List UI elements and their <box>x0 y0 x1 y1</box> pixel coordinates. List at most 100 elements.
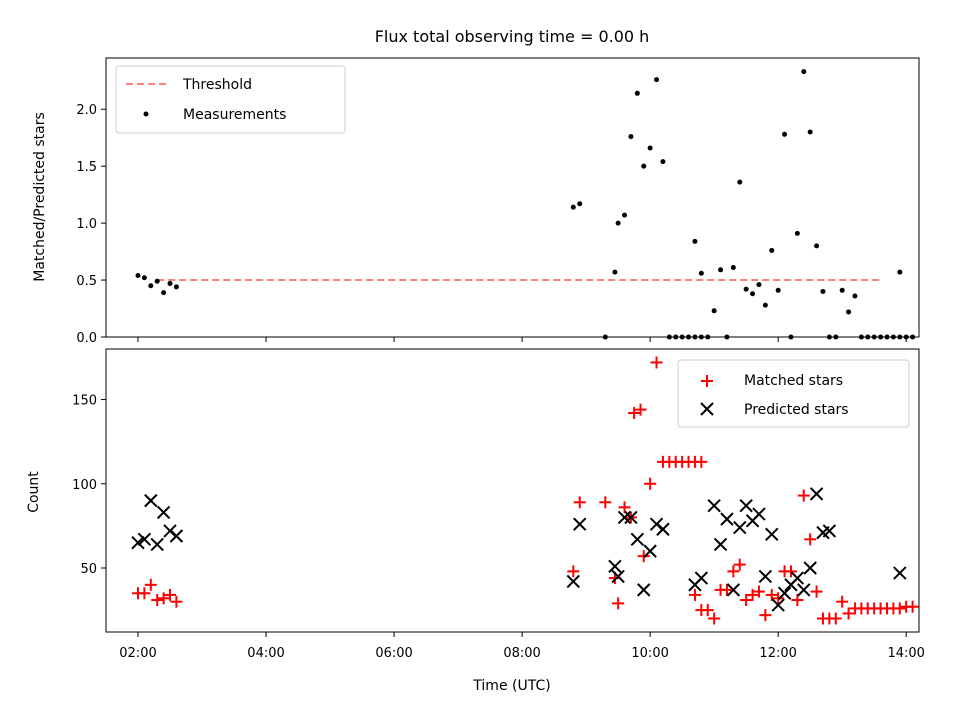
matched-star-point <box>567 565 580 578</box>
measurement-point <box>903 334 909 340</box>
measurement-point <box>654 77 660 83</box>
measurement-point <box>647 145 653 151</box>
top-axes-frame <box>105 57 920 338</box>
bottom-axes-frame <box>105 348 920 633</box>
matched-star-point <box>151 593 164 606</box>
measurement-point <box>762 302 768 308</box>
measurement-point <box>750 291 756 297</box>
matched-star-point <box>906 600 919 613</box>
measurement-point <box>865 334 871 340</box>
measurement-point <box>897 269 903 275</box>
predicted-star-point <box>752 507 766 521</box>
measurement-point <box>570 204 576 210</box>
matched-star-point <box>157 592 170 605</box>
predicted-star-point <box>624 510 638 525</box>
matched-star-point <box>708 612 721 625</box>
measurement-point <box>807 129 813 135</box>
top-y-tick-label: 1.5 <box>76 160 97 175</box>
measurement-point <box>705 334 711 340</box>
matched-star-point <box>138 587 151 600</box>
matched-star-point <box>144 578 157 591</box>
measurement-point <box>673 334 679 340</box>
measurement-point <box>711 308 717 314</box>
matched-star-point <box>727 565 740 578</box>
bottom-x-tick-label: 04:00 <box>247 646 284 661</box>
measurement-point <box>897 334 903 340</box>
measurement-point <box>788 334 794 340</box>
measurement-point <box>622 212 628 218</box>
predicted-star-point <box>611 569 625 584</box>
bottom-x-tick-label: 08:00 <box>503 646 540 661</box>
measurement-point <box>698 270 704 276</box>
measurement-point <box>602 334 608 340</box>
matched-star-point <box>733 558 746 571</box>
matched-star-point <box>618 501 631 514</box>
predicted-star-point <box>643 544 657 558</box>
predicted-star-point <box>656 522 670 536</box>
matched-star-point <box>170 595 183 608</box>
top-y-tick-label: 1.0 <box>76 217 97 232</box>
matched-star-point <box>836 595 849 608</box>
top-plot-area: 0.0 0.5 1.0 1.5 2.0 <box>76 57 920 346</box>
matched-star-point <box>810 585 823 598</box>
matched-star-point <box>695 455 708 468</box>
matched-star-point <box>791 593 804 606</box>
matched-star-point <box>644 477 657 490</box>
legend-measurement-label: Measurements <box>183 107 286 123</box>
measurement-point <box>135 273 141 279</box>
top-legend-frame <box>115 65 346 134</box>
measurement-point <box>698 334 704 340</box>
bottom-x-tick-label: 14:00 <box>887 646 924 661</box>
predicted-star-point <box>713 537 728 552</box>
measurement-point <box>641 163 647 169</box>
predicted-star-point <box>573 517 587 531</box>
bottom-x-tick-label: 12:00 <box>759 646 796 661</box>
measurement-point <box>794 230 800 236</box>
predicted-star-point <box>144 493 158 508</box>
measurement-point <box>756 282 762 288</box>
predicted-star-point <box>150 537 164 552</box>
measurement-point <box>718 267 724 273</box>
measurement-points <box>135 69 916 340</box>
legend-predicted-swatch <box>700 402 714 416</box>
top-y-tick-label: 0.5 <box>76 274 97 289</box>
matched-star-point <box>612 597 625 610</box>
measurement-point <box>769 247 775 253</box>
predicted-star-point <box>771 598 785 612</box>
matched-star-point <box>720 583 733 596</box>
measurement-point <box>833 334 839 340</box>
measurement-point <box>839 287 845 293</box>
bottom-x-tick-label: 10:00 <box>631 646 668 661</box>
matched-star-point <box>701 604 714 617</box>
matched-star-point <box>842 607 855 620</box>
measurement-point <box>154 278 160 284</box>
matched-stars-points <box>132 356 919 625</box>
matched-star-point <box>634 403 647 416</box>
matched-star-point <box>740 593 753 606</box>
matched-star-point <box>573 496 586 509</box>
predicted-star-point <box>758 569 773 584</box>
measurement-point <box>679 334 685 340</box>
measurement-point <box>612 269 618 275</box>
predicted-star-point <box>790 571 805 585</box>
bottom-x-axis-label: Time (UTC) <box>472 678 550 694</box>
predicted-star-point <box>739 498 753 513</box>
predicted-star-point <box>822 524 837 538</box>
top-y-tick-label: 0.0 <box>76 331 97 346</box>
predicted-star-point <box>777 586 792 600</box>
measurement-point <box>852 293 858 299</box>
bottom-y-tick-label: 100 <box>72 478 97 493</box>
top-y-axis: 0.0 0.5 1.0 1.5 2.0 <box>76 103 106 346</box>
predicted-star-point <box>707 498 721 513</box>
measurement-point <box>173 284 179 290</box>
measurement-point <box>743 286 749 292</box>
matched-star-point <box>759 609 772 622</box>
matched-star-point <box>797 489 810 502</box>
measurement-point <box>858 334 864 340</box>
matched-star-point <box>893 602 906 615</box>
bottom-y-tick-label: 150 <box>72 394 97 409</box>
measurement-point <box>814 243 820 249</box>
predicted-star-point <box>720 512 734 526</box>
predicted-star-point <box>566 574 581 589</box>
measurement-point <box>577 201 583 207</box>
